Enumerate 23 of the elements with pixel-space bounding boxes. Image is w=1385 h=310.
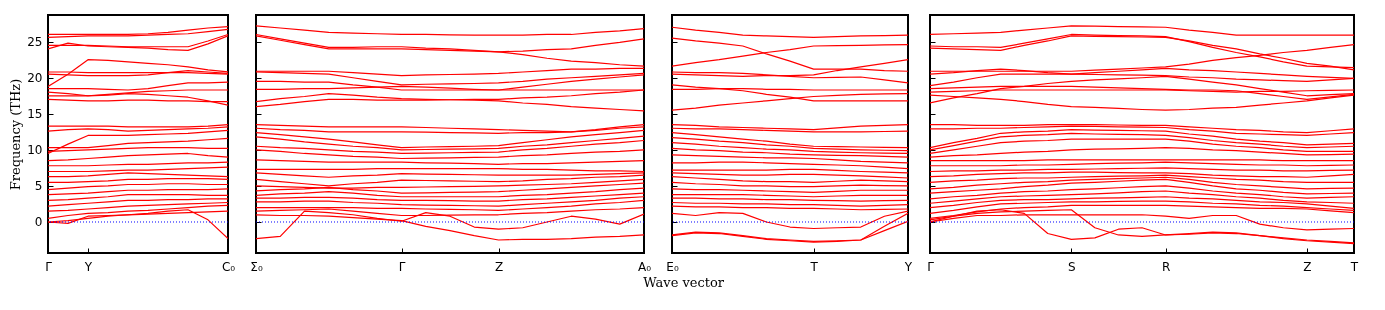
x-tick-label: E₀: [666, 259, 679, 274]
x-tick-label: Γ: [398, 259, 406, 274]
y-tick-label: 15: [27, 107, 43, 122]
x-tick-label: T: [1349, 259, 1359, 274]
x-tick-label: Y: [903, 259, 913, 274]
y-tick-label: 20: [27, 71, 43, 86]
y-tick-label: 0: [34, 215, 43, 230]
x-axis-title: Wave vector: [643, 275, 725, 290]
y-tick-label: 10: [27, 143, 43, 158]
x-tick-label: Γ: [927, 259, 935, 274]
x-tick-label: Y: [83, 259, 93, 274]
x-tick-label: S: [1068, 259, 1076, 274]
y-tick-label: 5: [34, 179, 43, 194]
x-tick-label: Z: [1303, 259, 1312, 274]
y-axis-title: Frequency (THz): [8, 78, 24, 191]
x-tick-label: C₀: [221, 259, 236, 274]
x-tick-label: Σ₀: [250, 259, 263, 274]
x-tick-label: Γ: [45, 259, 53, 274]
x-tick-label: A₀: [637, 259, 652, 274]
y-tick-label: 25: [27, 35, 43, 50]
x-tick-label: T: [809, 259, 819, 274]
x-tick-label: R: [1161, 259, 1171, 274]
x-tick-label: Z: [494, 259, 504, 274]
